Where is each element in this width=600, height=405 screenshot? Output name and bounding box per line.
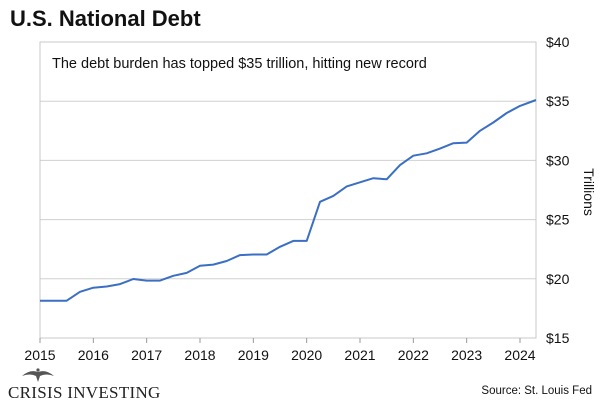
x-axis: 2015 2016 2017 2018 2019 2020 2021 2022 2023 2024 — [24, 338, 536, 363]
y-tick-label: $35 — [546, 93, 570, 109]
eagle-icon — [22, 368, 54, 382]
x-tick-label: 2017 — [131, 347, 162, 363]
source-note: Source: St. Louis Fed — [481, 385, 592, 397]
x-tick-label: 2022 — [398, 347, 429, 363]
series-line-us-national-debt — [40, 99, 537, 302]
x-tick-label: 2021 — [344, 347, 375, 363]
y-tick-label: $30 — [546, 152, 570, 168]
logo-text: CRISIS INVESTING — [8, 383, 161, 402]
y-tick-label: $20 — [546, 271, 570, 287]
y-axis-label: Trillions — [581, 168, 597, 216]
gridlines — [40, 100, 536, 280]
y-tick-label: $15 — [546, 330, 570, 346]
y-axis: $15 $20 $25 $30 $35 $40 — [546, 34, 570, 346]
y-tick-label: $25 — [546, 212, 570, 228]
x-tick-label: 2023 — [451, 347, 482, 363]
x-tick-label: 2020 — [291, 347, 322, 363]
x-tick-label: 2024 — [504, 347, 535, 363]
chart-title: U.S. National Debt — [10, 6, 201, 31]
y-tick-label: $40 — [546, 34, 570, 50]
x-tick-label: 2015 — [24, 347, 55, 363]
x-tick-label: 2019 — [238, 347, 269, 363]
x-tick-label: 2018 — [184, 347, 215, 363]
crisis-investing-logo: CRISIS INVESTING — [8, 368, 161, 402]
plot-frame — [39, 41, 537, 339]
chart-subtitle: The debt burden has topped $35 trillion,… — [52, 56, 427, 72]
x-tick-label: 2016 — [78, 347, 109, 363]
